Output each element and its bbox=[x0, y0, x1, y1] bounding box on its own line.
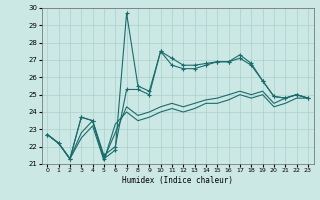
X-axis label: Humidex (Indice chaleur): Humidex (Indice chaleur) bbox=[122, 176, 233, 185]
